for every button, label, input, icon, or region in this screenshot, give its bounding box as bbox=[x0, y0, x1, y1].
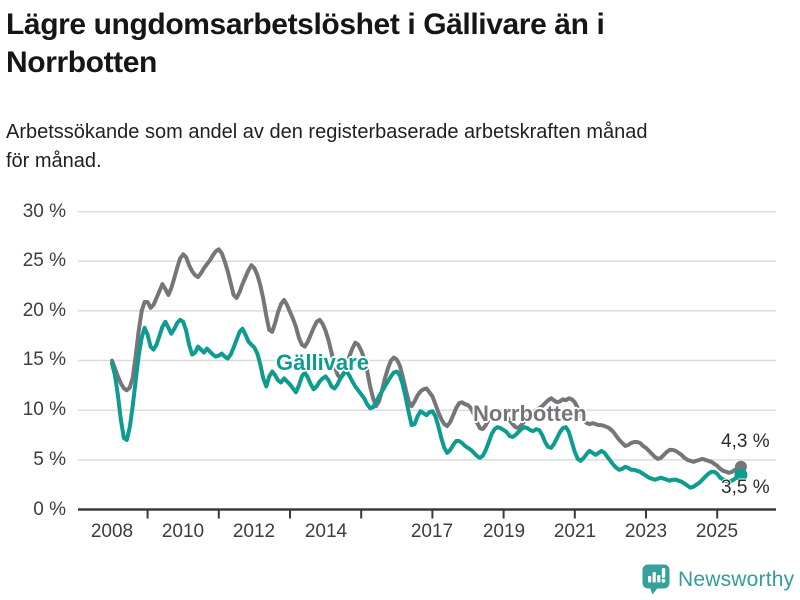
x-axis-label-2010: 2010 bbox=[161, 521, 205, 542]
series-line-gällivare bbox=[110, 317, 743, 490]
chart-subtitle: Arbetssökande som andel av den registerb… bbox=[6, 118, 786, 176]
page-title: Lägre ungdomsarbetslöshet i Gällivare än… bbox=[6, 6, 786, 82]
page-title-line-2: Norrbotten bbox=[6, 46, 157, 79]
end-value-label-gallivare: 3,5 % bbox=[721, 477, 770, 498]
x-axis-label-2008: 2008 bbox=[90, 521, 134, 542]
chart-subtitle-line-1: Arbetssökande som andel av den registerb… bbox=[6, 121, 648, 143]
y-axis-label-5: 5 % bbox=[33, 449, 66, 470]
newsworthy-logo[interactable]: Newsworthy bbox=[641, 563, 794, 596]
x-axis-label-2012: 2012 bbox=[232, 521, 276, 542]
x-axis-label-2025: 2025 bbox=[695, 521, 739, 542]
y-axis-label-15: 15 % bbox=[22, 349, 66, 370]
y-axis-label-20: 20 % bbox=[22, 300, 66, 321]
end-value-label-norrbotten: 4,3 % bbox=[721, 431, 770, 452]
y-axis-label-0: 0 % bbox=[33, 499, 66, 520]
y-axis-label-10: 10 % bbox=[22, 399, 66, 420]
series-label-gallivare: Gällivare bbox=[276, 350, 369, 375]
x-axis-label-2017: 2017 bbox=[410, 521, 454, 542]
page-title-line-1: Lägre ungdomsarbetslöshet i Gällivare än… bbox=[6, 8, 605, 41]
newsworthy-logo-icon bbox=[642, 564, 670, 595]
newsworthy-brand-text: Newsworthy bbox=[678, 567, 795, 591]
x-axis-label-2023: 2023 bbox=[624, 521, 668, 542]
series-line-norrbotten bbox=[110, 247, 743, 475]
chart-subtitle-line-2: för månad. bbox=[6, 150, 102, 172]
x-axis-label-2021: 2021 bbox=[553, 521, 597, 542]
y-axis-label-25: 25 % bbox=[22, 250, 66, 271]
y-axis-label-30: 30 % bbox=[22, 201, 66, 222]
end-dot-norrbotten bbox=[734, 460, 747, 473]
x-axis-label-2014: 2014 bbox=[304, 521, 348, 542]
series-label-norrbotten: Norrbotten bbox=[473, 401, 587, 426]
x-axis-label-2019: 2019 bbox=[482, 521, 526, 542]
